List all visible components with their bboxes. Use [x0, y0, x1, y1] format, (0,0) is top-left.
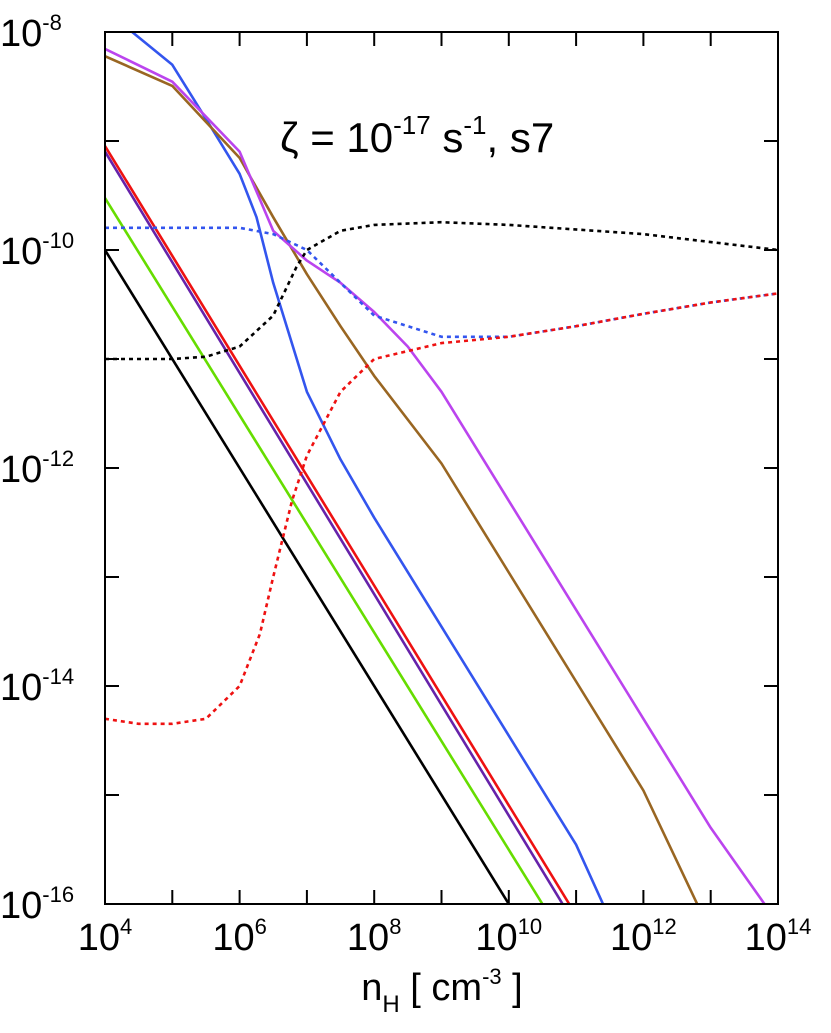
x-tick-label-base: 10	[347, 917, 389, 959]
annotation-tail: , s7	[486, 114, 554, 161]
series-line-2	[105, 197, 544, 904]
x-tick-label-exp: 8	[389, 914, 401, 939]
x-tick-labels: 104 106 108 1010 1012 1014	[78, 914, 812, 959]
series-line-10	[105, 292, 778, 726]
y-tick-label: 10-12	[0, 446, 74, 491]
series-line-4	[105, 145, 571, 904]
y-tick-label-base: 10	[0, 13, 42, 55]
series-line-9	[105, 226, 778, 339]
y-tick-label: 10-10	[0, 228, 74, 273]
x-axis-title-exp: -3	[482, 964, 502, 989]
y-tick-label-exp: -14	[42, 664, 74, 689]
series-line-8	[105, 220, 778, 361]
annotation-exp1: -17	[393, 110, 431, 140]
annotation-unit: s	[431, 114, 464, 161]
chart-annotation: ζ = 10-17 s-1, s7	[280, 110, 554, 161]
x-tick-label-base: 10	[78, 917, 120, 959]
x-tick-label: 1010	[475, 914, 542, 959]
y-tick-label: 10-8	[0, 10, 62, 55]
x-axis-title-sub: H	[382, 991, 399, 1018]
x-axis-title: nH [ cm-3 ]	[361, 964, 523, 1018]
y-tick-label-base: 10	[0, 449, 42, 491]
y-tick-label-base: 10	[0, 885, 42, 927]
y-tick-label-exp: -12	[42, 446, 74, 471]
y-tick-label-exp: -8	[42, 10, 62, 35]
x-tick-label-base: 10	[745, 917, 787, 959]
plot-frame	[104, 31, 779, 905]
series-line-1	[105, 249, 510, 904]
x-tick-label-base: 10	[610, 917, 652, 959]
x-tick-label: 106	[212, 914, 267, 959]
x-tick-label-exp: 12	[652, 914, 676, 939]
x-tick-label-base: 10	[475, 917, 517, 959]
x-tick-label-base: 10	[212, 917, 254, 959]
y-tick-label: 10-16	[0, 882, 74, 927]
x-axis-title-unit: [ cm	[400, 967, 482, 1009]
y-tick-label: 10-14	[0, 664, 74, 709]
y-tick-label-exp: -10	[42, 228, 74, 253]
series-line-7	[105, 47, 766, 904]
x-tick-label-exp: 6	[255, 914, 267, 939]
x-tick-label: 108	[347, 914, 402, 959]
x-tick-label-exp: 4	[120, 914, 132, 939]
series-line-5	[130, 32, 605, 904]
x-axis-title-close: ]	[502, 967, 523, 1009]
x-tick-label: 1014	[745, 914, 812, 959]
y-tick-label-base: 10	[0, 667, 42, 709]
x-tick-label-exp: 14	[787, 914, 811, 939]
annotation-zeta: ζ = 10	[280, 114, 393, 161]
annotation-exp2: -1	[463, 110, 486, 140]
series-group	[105, 32, 778, 904]
x-tick-label: 104	[78, 914, 133, 959]
x-axis-title-main: n	[361, 967, 382, 1009]
series-line-3	[105, 150, 564, 904]
y-tick-label-base: 10	[0, 231, 42, 273]
series-line-6	[105, 55, 699, 904]
x-tick-label-exp: 10	[518, 914, 542, 939]
x-tick-label: 1012	[610, 914, 677, 959]
y-tick-label-exp: -16	[42, 882, 74, 907]
